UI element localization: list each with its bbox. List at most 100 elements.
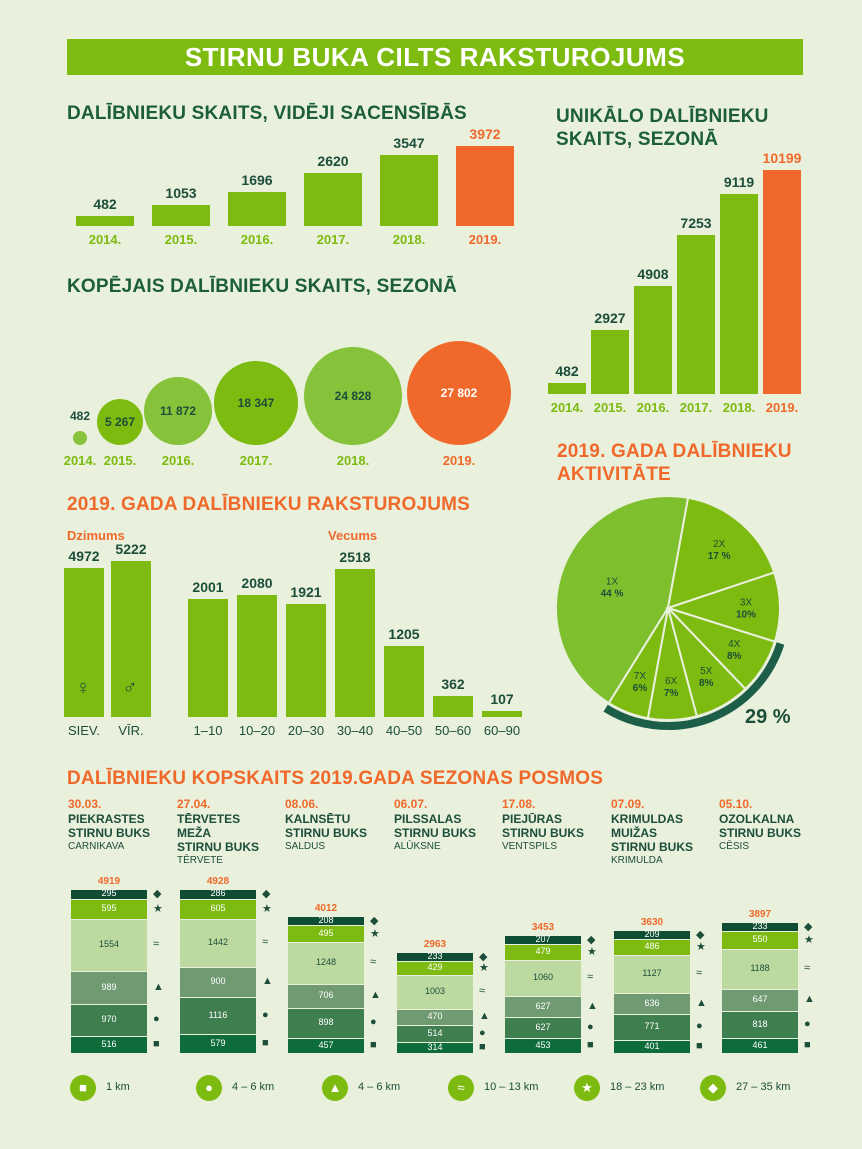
value-label-1: 1053 (165, 185, 197, 201)
stage-2-seg-label-2: 706 (318, 990, 334, 1000)
stage-name-1-0: TĒRVETES (177, 812, 241, 826)
stage-0-seg-5 (71, 889, 147, 899)
stage-0-seg-label-4: 595 (101, 903, 117, 913)
pie-label-4X: 4X (728, 639, 741, 650)
avg-title: DALĪBNIEKU SKAITS, VIDĒJI SACENSĪBĀS (67, 103, 467, 124)
unique-title-line2: SKAITS, SEZONĀ (556, 129, 719, 150)
category-label-0: 1–10 (193, 723, 223, 738)
stage-6-seg-label-1: 818 (752, 1019, 768, 1029)
stage-total-6: 3897 (748, 909, 772, 920)
stage-place-3: ALŪKSNE (394, 841, 441, 852)
runner-icon: ▲ (322, 1075, 348, 1101)
bubble-3 (214, 361, 298, 445)
stage-name-0-0: PIEKRASTES (68, 812, 145, 826)
stage-6-seg-label-4: 550 (752, 934, 768, 944)
pie-pct-5X: 8% (699, 678, 714, 689)
stage-5-seg-2 (614, 993, 690, 1014)
bar-1 (152, 205, 210, 226)
stage-0-seg-label-0: 516 (101, 1039, 117, 1049)
stage-name-5-1: MUIŽAS (611, 826, 657, 840)
deer-icon: ★ (370, 928, 380, 940)
total-title: KOPĒJAIS DALĪBNIEKU SKAITS, SEZONĀ (67, 276, 458, 297)
activity-highlight: 29 % (745, 706, 791, 728)
value-label-3: 2620 (317, 153, 349, 169)
stage-1-seg-1 (180, 997, 256, 1034)
bar-5 (433, 696, 473, 717)
avg-bar-chart: 482 2014. 1053 2015. 1696 2016. 2620 2017. 3547 2… (67, 126, 517, 250)
stage-date-5: 07.09. (611, 797, 645, 811)
bar-2 (286, 604, 326, 717)
bear-icon: ◆ (479, 951, 488, 963)
value-label-0: 2001 (192, 579, 224, 595)
value-label-1: 2080 (241, 575, 273, 591)
category-label-2: 2016. (240, 232, 274, 247)
pie-pct-2X: 17 % (708, 551, 731, 562)
hare-icon: ≈ (587, 971, 594, 983)
pie-label-2X: 2X (713, 539, 726, 550)
bar-4 (384, 646, 424, 717)
value-label-4: 1205 (388, 626, 420, 642)
stage-2-seg-1 (288, 1008, 364, 1038)
page-banner: STIRNU BUKA CILTS RAKSTUROJUMS (67, 39, 803, 75)
legend-label-2: 4 – 6 km (358, 1081, 401, 1093)
bear-icon: ◆ (370, 915, 379, 927)
deer-icon: ★ (153, 903, 163, 915)
category-label-5: 50–60 (434, 723, 472, 738)
legend-label-5: 27 – 35 km (736, 1081, 791, 1093)
legend-label-0: 1 km (106, 1081, 130, 1093)
total-bubble-chart: 482 2014. 5 267 2015. 11 872 2016. 18 347 2017.… (60, 325, 530, 475)
bar-2 (228, 192, 286, 226)
stage-4-seg-0 (505, 1038, 581, 1053)
stage-6-seg-3 (722, 949, 798, 989)
stage-name-5-0: KRIMULDAS (611, 812, 683, 826)
category-label-1: 2015. (164, 232, 198, 247)
stage-4-seg-1 (505, 1017, 581, 1038)
stage-5-seg-5 (614, 930, 690, 939)
stage-name-4-0: PIEJŪRAS (502, 812, 563, 826)
stages-legend: ■ 1 km ● 4 – 6 km ▲ 4 – 6 km ≈10 – 13 km ★ 18 – … (70, 1075, 810, 1105)
stage-0-seg-label-5: 295 (101, 888, 117, 898)
stage-date-6: 05.10. (719, 797, 753, 811)
bar-1 (237, 595, 277, 717)
bear-icon: ◆ (587, 934, 596, 946)
pie-label-1X: 1X (606, 576, 619, 587)
stage-date-1: 27.04. (177, 797, 211, 811)
hare-icon: ≈ (696, 967, 703, 979)
bar-5 (763, 170, 801, 394)
stage-6-seg-4 (722, 931, 798, 949)
stage-place-5: KRIMULDA (611, 855, 663, 866)
category-label-4: 40–50 (385, 723, 423, 738)
stage-3-seg-label-0: 314 (427, 1042, 443, 1052)
squirrel-icon: ● (262, 1009, 269, 1021)
stage-6-seg-2 (722, 989, 798, 1011)
stage-name-3-1: STIRNU BUKS (394, 826, 477, 840)
bar-0 (548, 383, 586, 394)
stage-4-seg-label-1: 627 (535, 1022, 551, 1032)
stage-total-4: 3453 (531, 922, 555, 933)
stage-4-seg-4 (505, 944, 581, 960)
hare-icon: ≈ (448, 1075, 474, 1101)
hare-icon: ≈ (153, 938, 160, 950)
rat-icon: ■ (696, 1040, 703, 1052)
activity-title-line2: AKTIVITĀTE (557, 464, 671, 485)
stage-name-5-2: STIRNU BUKS (611, 840, 694, 854)
bubble-year-4: 2018. (336, 453, 370, 468)
stage-3-seg-label-5: 233 (427, 951, 443, 961)
stage-3-seg-label-4: 429 (427, 962, 443, 972)
stage-name-1-1: MEŽA (177, 826, 211, 840)
squirrel-icon: ● (696, 1020, 703, 1032)
stage-1-seg-4 (180, 899, 256, 919)
stage-total-3: 2963 (423, 939, 447, 950)
bubble-label-0: 482 (69, 409, 91, 423)
bubble-year-5: 2019. (442, 453, 476, 468)
gender-bar-chart: 4972 SIEV. 5222 VĪR. ♀ ♂ (60, 541, 165, 745)
stage-2-seg-label-3: 1248 (315, 957, 337, 967)
value-label-5: 3972 (469, 126, 501, 142)
value-label-5: 10199 (762, 150, 802, 166)
deer-icon: ★ (587, 946, 597, 958)
stages-title: DALĪBNIEKU KOPSKAITS 2019.GADA SEZONAS P… (67, 768, 604, 789)
pie-label-3X: 3X (740, 597, 753, 608)
pie-slice-1X (554, 495, 690, 705)
stage-2-seg-2 (288, 984, 364, 1008)
value-label-1: 2927 (594, 310, 626, 326)
